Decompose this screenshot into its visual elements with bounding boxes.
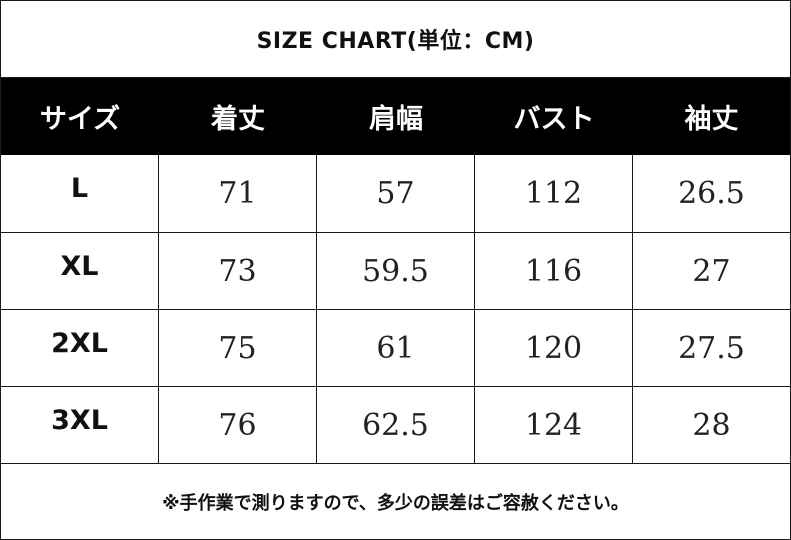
header-shoulder: 肩幅 xyxy=(369,104,423,135)
size-label: 2XL xyxy=(1,310,159,386)
chart-title: SIZE CHART(単位：CM) xyxy=(1,1,790,78)
table-header: サイズ 着丈 肩幅 バスト 袖丈 xyxy=(1,78,790,155)
table-row: XL 73 59.5 116 27 xyxy=(1,233,790,310)
sleeve-value: 28 xyxy=(692,407,731,443)
size-label: XL xyxy=(1,233,159,309)
header-bust: バスト xyxy=(513,104,595,135)
table-row: L 71 57 112 26.5 xyxy=(1,155,790,233)
header-length: 着丈 xyxy=(211,104,265,135)
shoulder-value: 57 xyxy=(317,155,475,232)
bust-value: 112 xyxy=(475,155,633,232)
table-body: L 71 57 112 26.5 XL 73 59.5 116 27 2XL 7… xyxy=(1,155,790,464)
header-sleeve: 袖丈 xyxy=(684,104,739,135)
bust-value: 120 xyxy=(475,310,633,386)
shoulder-value: 62.5 xyxy=(317,387,475,463)
length-value: 76 xyxy=(159,387,317,463)
header-size: サイズ xyxy=(39,104,121,135)
size-label: L xyxy=(1,155,159,232)
length-value: 75 xyxy=(159,310,317,386)
size-label: 3XL xyxy=(1,387,159,463)
sleeve-value: 26.5 xyxy=(678,176,745,211)
shoulder-value: 59.5 xyxy=(317,233,475,309)
sleeve-value: 27.5 xyxy=(678,330,745,366)
bust-value: 124 xyxy=(475,387,633,463)
length-value: 71 xyxy=(159,155,317,232)
sleeve-value: 27 xyxy=(692,253,731,289)
length-value: 73 xyxy=(159,233,317,309)
shoulder-value: 61 xyxy=(317,310,475,386)
table-row: 3XL 76 62.5 124 28 xyxy=(1,387,790,464)
measurement-note: ※手作業で測りますので、多少の誤差はご容赦ください。 xyxy=(162,492,629,514)
bust-value: 116 xyxy=(475,233,633,309)
table-row: 2XL 75 61 120 27.5 xyxy=(1,310,790,387)
